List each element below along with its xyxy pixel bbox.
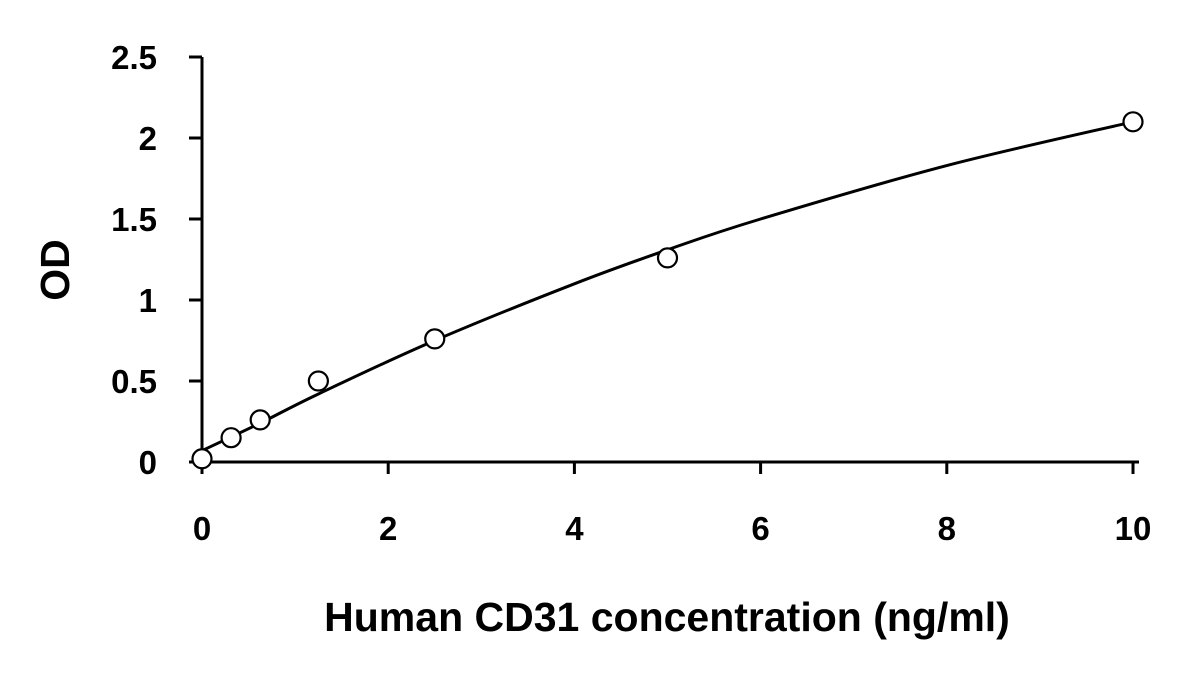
y-axis-title: OD <box>32 239 78 301</box>
data-point <box>249 409 271 431</box>
x-tick-label: 0 <box>193 510 211 547</box>
x-tick-label: 2 <box>379 510 397 547</box>
axes <box>189 55 1139 474</box>
x-tick-label: 10 <box>1115 510 1152 547</box>
fit-curve-layer <box>201 120 1134 453</box>
data-points-layer <box>191 111 1144 470</box>
y-tick-label: 2 <box>139 120 157 157</box>
y-tick-label: 0 <box>139 444 157 481</box>
data-point <box>191 448 213 470</box>
data-point <box>1122 111 1144 133</box>
data-point <box>220 427 242 449</box>
y-tick-label: 1.5 <box>111 201 157 238</box>
fit-curve-line <box>201 120 1134 453</box>
y-tick-label: 0.5 <box>111 363 157 400</box>
y-tick-label: 1 <box>139 282 157 319</box>
x-tick-label: 4 <box>565 510 584 547</box>
y-tick-label: 2.5 <box>111 39 157 76</box>
data-point <box>307 370 329 392</box>
data-point <box>424 328 446 350</box>
data-point <box>656 247 679 269</box>
x-axis-title: Human CD31 concentration (ng/ml) <box>324 594 1010 640</box>
tick-labels-layer: 0 0.5 1 1.5 2 2.5 0 2 4 6 8 10 <box>111 39 1151 547</box>
x-tick-label: 6 <box>751 510 769 547</box>
x-tick-label: 8 <box>938 510 956 547</box>
